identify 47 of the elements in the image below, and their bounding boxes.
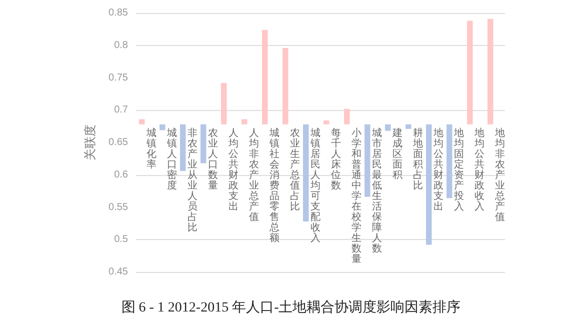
x-tick-label: 耕地面积占比 — [412, 127, 423, 192]
bar — [406, 124, 412, 129]
y-axis-title: 关联度 — [83, 124, 97, 160]
bar — [282, 48, 288, 124]
y-tick-label: 0.7 — [114, 104, 128, 116]
y-tick-label: 0.5 — [114, 234, 128, 246]
y-tick-label: 0.75 — [108, 72, 128, 84]
x-tick-label: 农业生产总值占比 — [288, 128, 300, 213]
category-label: 人均非农产业总产值 — [248, 128, 259, 224]
bar — [426, 124, 432, 245]
bar — [139, 119, 145, 124]
x-tick-label: 城镇人口密度 — [166, 127, 177, 192]
y-tick-label: 0.85 — [108, 8, 128, 18]
bar — [488, 18, 494, 124]
x-tick-label: 地均固定资产投入 — [452, 127, 464, 213]
bar — [160, 124, 166, 130]
bar — [446, 124, 452, 198]
x-tick-label: 农业人口数量 — [208, 128, 218, 192]
bar — [180, 124, 186, 171]
category-label: 城镇社会消费品零售总额 — [269, 128, 280, 244]
category-label: 小学和普通中学在校学生数量 — [351, 128, 362, 266]
bar — [262, 30, 268, 124]
bar — [467, 20, 473, 124]
y-tick-label: 0.55 — [108, 202, 128, 213]
category-label: 城镇居民人均可支配收入 — [310, 128, 320, 244]
y-tick-label: 0.8 — [114, 40, 128, 51]
bar — [385, 124, 391, 131]
y-tick-label: 0.6 — [114, 169, 128, 180]
bar — [303, 124, 309, 222]
bar — [221, 82, 227, 124]
text: 图 6 - 1 2012-2015 年人口-土地耦合协调度影响因素排序 — [121, 300, 461, 316]
bar — [344, 108, 350, 124]
x-tick-label: 每千人床位数 — [330, 127, 341, 192]
x-tick-label: 城镇化率 — [145, 127, 156, 171]
x-tick-label: 地均公共财政收入 — [473, 127, 484, 213]
y-tick-label: 0.45 — [108, 266, 128, 278]
x-tick-label: 人均公共财政支出 — [227, 128, 238, 213]
bar — [242, 119, 248, 124]
bar — [364, 124, 370, 197]
bar — [324, 120, 330, 124]
category-label: 城市居民最低生活保障人数 — [372, 128, 382, 255]
x-tick-label: 地均公共财政支出 — [432, 127, 444, 213]
category-label: 非农产业从业人员占比 — [187, 128, 198, 234]
x-tick-label: 建成区面积 — [391, 127, 402, 182]
category-label: 地均非农产业总产值 — [494, 128, 505, 224]
bar — [200, 124, 206, 164]
y-tick-label: 0.65 — [108, 137, 128, 148]
